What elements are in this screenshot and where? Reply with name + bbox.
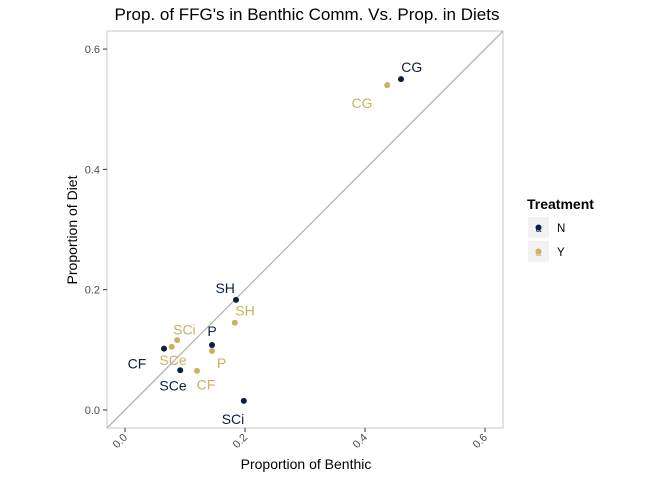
- legend-label: N: [557, 223, 565, 235]
- data-point-cf: [161, 345, 167, 352]
- y-tick-label: 0.4: [85, 164, 100, 176]
- legend-key-point: [535, 248, 542, 255]
- point-label-sci: SCi: [173, 321, 196, 337]
- x-axis-title: Proportion of Benthic: [241, 456, 372, 472]
- point-label-sh: SH: [235, 303, 254, 319]
- data-point-sh: [233, 296, 239, 303]
- data-point-sce: [168, 343, 175, 350]
- y-tick-label: 0.2: [85, 285, 100, 297]
- point-label-p: P: [217, 355, 226, 371]
- point-label-cf: CF: [197, 377, 216, 393]
- legend-key-point: [535, 224, 542, 231]
- legend-key-glyph: a: [536, 248, 542, 259]
- legend: Treatment a Na Y: [527, 196, 594, 262]
- point-label-sce: SCe: [159, 377, 186, 393]
- identity-reference-line: [106, 30, 504, 429]
- x-tick-label: 0.2: [231, 432, 250, 451]
- data-point-cf: [194, 367, 200, 374]
- x-tick-label: 0.6: [471, 432, 490, 451]
- data-point-sci: [240, 397, 247, 404]
- point-label-sh: SH: [215, 280, 234, 296]
- legend-key-glyph: a: [536, 224, 542, 235]
- series-y: CG SH P SCi SCe CF: [159, 82, 391, 393]
- data-point-cg: [398, 76, 404, 83]
- data-point-p: [209, 341, 215, 348]
- point-label-cf: CF: [128, 356, 147, 372]
- legend-title: Treatment: [527, 196, 594, 212]
- chart-title: Prop. of FFG's in Benthic Comm. Vs. Prop…: [115, 5, 500, 24]
- point-label-cg: CG: [401, 59, 422, 75]
- data-point-sh: [231, 319, 238, 326]
- x-tick-label: 0.4: [351, 432, 370, 451]
- panel-border: [106, 30, 504, 429]
- data-point-cg: [384, 82, 391, 89]
- legend-label: Y: [557, 247, 565, 259]
- y-tick-label: 0.0: [85, 405, 100, 417]
- data-point-p: [209, 348, 215, 355]
- point-label-p: P: [207, 323, 216, 339]
- point-label-sce: SCe: [159, 352, 186, 368]
- x-tick-label: 0.0: [111, 432, 130, 451]
- data-point-sce: [177, 367, 184, 374]
- legend-entries: a Na Y: [528, 217, 565, 262]
- point-label-sci: SCi: [222, 411, 245, 427]
- data-point-sci: [174, 337, 181, 344]
- y-tick-label: 0.6: [85, 44, 100, 56]
- y-axis-title: Proportion of Diet: [64, 175, 80, 284]
- point-label-cg: CG: [352, 95, 373, 111]
- plot-panel: 0.0 0.2 0.4 0.60.00.20.40.6CGSHPCFSCeSCiCGS…: [85, 30, 504, 451]
